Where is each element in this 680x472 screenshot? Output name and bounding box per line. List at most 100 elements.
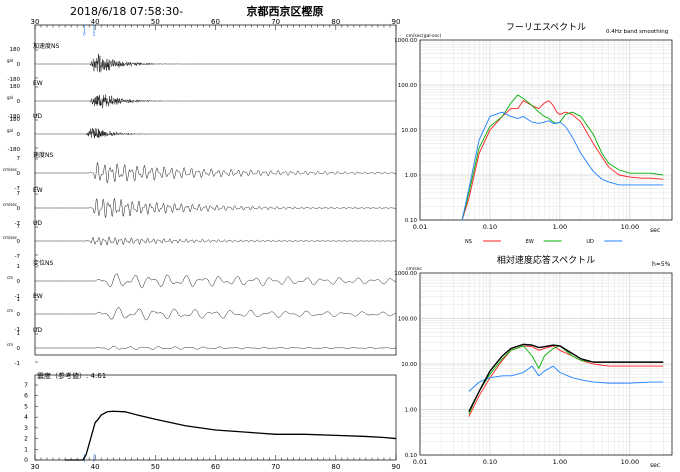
waveform-label: UD (33, 113, 42, 120)
panel-title: フーリエスペクトル (506, 22, 586, 33)
time-tick-label-bottom: 70 (271, 463, 280, 471)
x-tick-label: 10.00 (621, 223, 640, 231)
waveform-trace (35, 345, 397, 350)
waveform-zero-label: 0 (17, 346, 21, 352)
legend: NS EW UD (465, 239, 623, 245)
waveform-label: EW (33, 80, 43, 87)
y-tick-label: 0.10 (405, 218, 418, 224)
waveform-zero-label: 0 (17, 312, 21, 318)
x-tick-label: 1.00 (553, 458, 567, 466)
legend-label-ew: EW (526, 239, 534, 245)
intensity-tick-label: 2 (24, 436, 28, 443)
intensity-frame (34, 374, 397, 461)
time-tick-label-top: 60 (211, 18, 220, 26)
time-tick-label-bottom: 40 (91, 463, 100, 471)
waveform-max-label: 1 (17, 264, 21, 270)
waveform-acc-ew: EW 180 0 -180 gal (7, 80, 396, 120)
waveform-disp-ew: EW 1 0 -1 cm (7, 293, 397, 333)
time-tick-label-bottom: 50 (151, 463, 160, 471)
time-tick-label-bottom: 80 (331, 463, 340, 471)
response-spectrum-panel: 相対速度応答スペクトル cm/sec sec 1000.00 100.00 10.00 1.… (394, 254, 673, 469)
intensity-tick-label: 0 (24, 457, 28, 464)
timestamp: 2018/6/18 07:58:30- (70, 5, 183, 18)
waveform-min-label: -7 (15, 221, 21, 227)
time-tick-label-bottom: 30 (31, 463, 40, 471)
waveform-max-label: 1 (17, 297, 21, 303)
series-line-horizon (468, 343, 664, 412)
waveform-label: 加速度NS (33, 42, 59, 50)
plot-frame (419, 39, 673, 221)
waveform-trace (35, 162, 397, 184)
phase-marker-label-top: S (93, 32, 96, 37)
waveform-trace (34, 53, 396, 73)
x-tick-label: 1.00 (553, 223, 567, 231)
waveform-zero-label: 0 (17, 132, 21, 138)
intensity-tick-label: 5 (24, 403, 28, 410)
intensity-series-line (65, 410, 397, 461)
waveform-max-label: 1 (17, 331, 21, 337)
intensity-tick-label: 1 (24, 446, 28, 453)
waveform-min-label: -180 (8, 147, 21, 153)
time-tick-label-top: 50 (151, 18, 160, 26)
x-tick-label: 0.01 (413, 223, 427, 231)
waveform-zero-label: 0 (17, 62, 21, 68)
time-tick-label-top: 40 (91, 18, 100, 26)
time-tick-label-bottom: 90 (392, 463, 401, 471)
waveform-trace (35, 197, 397, 218)
x-tick-label: 10.00 (621, 458, 640, 466)
time-tick-label-top: 90 (392, 18, 401, 26)
time-tick-label-top: 80 (331, 18, 340, 26)
waveform-unit-label: gal (7, 128, 13, 133)
waveform-trace (34, 94, 396, 109)
waveform-label: 変位NS (33, 259, 53, 267)
y-tick-label: 10.00 (401, 128, 417, 134)
waveform-min-label: -180 (8, 114, 21, 120)
waveform-max-label: 7 (17, 156, 21, 162)
intensity-panel: 震度（参考値）: 4.61 0 1 2 3 4 5 6 7 (24, 371, 397, 464)
waveform-label: 速度NS (33, 151, 53, 159)
waveform-min-label: -7 (15, 186, 21, 192)
waveform-label: UD (33, 220, 42, 227)
x-unit-label: sec (650, 227, 660, 234)
waveform-label: EW (33, 293, 43, 300)
waveform-unit-label: cm (7, 275, 13, 280)
waveform-vel-ew: EW 7 0 -7 cm/sec (3, 187, 397, 227)
y-tick-label: 1000.00 (394, 38, 417, 44)
waveform-unit-label: cm/sec (3, 167, 17, 172)
waveform-acc-ns: 加速度NS 180 0 -180 gal (7, 42, 396, 83)
y-unit-label: cm/sec (406, 266, 422, 272)
intensity-tick-label: 6 (24, 393, 28, 400)
waveform-vel-ud: UD 7 0 -7 cm/sec (3, 220, 397, 260)
series-line-ns (468, 345, 664, 417)
intensity-tick-label: 3 (24, 425, 28, 432)
waveform-trace (35, 236, 397, 246)
plot-frame (419, 272, 673, 456)
waveform-zero-label: 0 (17, 239, 21, 245)
waveform-unit-label: cm (7, 342, 13, 347)
intensity-tick-label: 7 (24, 382, 28, 389)
waveform-max-label: 180 (10, 47, 21, 53)
time-tick-label-bottom: 60 (211, 463, 220, 471)
waveform-trace (34, 127, 396, 139)
panel-title: 相対速度応答スペクトル (497, 254, 595, 266)
waveform-vel-ns: 速度NS 7 0 -7 cm/sec (3, 151, 397, 192)
intensity-label: 震度（参考値）: 4.61 (37, 371, 106, 380)
waveform-min-label: -1 (15, 361, 20, 367)
waveform-unit-label: gal (7, 58, 13, 63)
y-tick-label: 100.00 (398, 83, 418, 89)
fourier-spectrum-panel: フーリエスペクトル cm/sec(gal·sec) sec 1000.00 100.00… (394, 22, 673, 245)
waveform-zero-label: 0 (17, 99, 21, 105)
phase-marker-label-top: P (83, 32, 86, 37)
series-line-ud (461, 111, 664, 221)
y-tick-label: 1.00 (405, 173, 418, 179)
series-line-ns (461, 100, 664, 221)
y-unit-label: cm/sec(gal·sec) (406, 33, 442, 39)
waveform-max-label: 7 (17, 191, 21, 197)
y-tick-label: 1000.00 (394, 271, 417, 277)
time-tick-label-top: 30 (31, 18, 40, 26)
waveform-unit-label: gal (7, 95, 13, 100)
legend-label-ns: NS (465, 239, 472, 245)
waveform-unit-label: cm/sec (3, 235, 17, 240)
